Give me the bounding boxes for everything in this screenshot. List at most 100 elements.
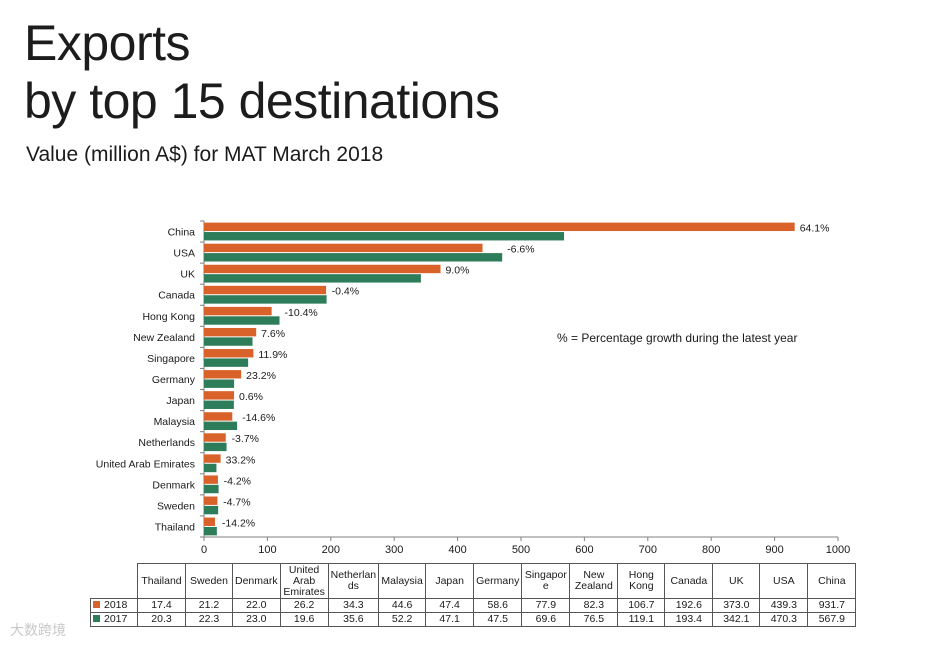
legend-swatch-2017: [93, 615, 100, 622]
legend-label-2018: 2018: [104, 599, 128, 611]
category-label-netherlands: Netherlands: [138, 437, 195, 449]
table-corner: [90, 563, 138, 599]
table-header-germany: Germany: [473, 563, 523, 599]
growth-label-usa: -6.6%: [507, 244, 534, 256]
x-tick-label: 500: [512, 544, 530, 556]
bar-2018-japan: [204, 391, 235, 400]
table-header-hong-kong: Hong Kong: [617, 563, 666, 599]
table-header-japan: Japan: [425, 563, 475, 599]
category-label-uk: UK: [180, 269, 195, 281]
bar-2017-singapore: [204, 358, 249, 367]
bar-2018-thailand: [204, 517, 216, 526]
table-cell-2018-malaysia: 44.6: [378, 598, 427, 613]
category-label-hong-kong: Hong Kong: [142, 311, 195, 323]
bar-2017-japan: [204, 400, 234, 409]
bar-2017-uk: [204, 274, 421, 283]
category-label-new-zealand: New Zealand: [133, 332, 195, 344]
bar-2018-denmark: [204, 475, 218, 484]
growth-label-malaysia: -14.6%: [242, 412, 275, 424]
table-cell-2017-japan: 47.1: [425, 612, 475, 627]
growth-label-canada: -0.4%: [332, 286, 359, 298]
category-label-china: China: [168, 227, 196, 239]
growth-label-china: 64.1%: [800, 223, 830, 235]
category-label-japan: Japan: [166, 395, 195, 407]
table-cell-2018-sweden: 21.2: [185, 598, 233, 613]
bar-2017-hong-kong: [204, 316, 280, 325]
table-cell-2018-thailand: 17.4: [137, 598, 186, 613]
table-header-china: China: [807, 563, 857, 599]
x-tick-label: 1000: [826, 544, 850, 556]
legend-swatch-2018: [93, 601, 100, 608]
table-header-denmark: Denmark: [232, 563, 281, 599]
table-row-2018: 2018 17.4 21.2 22.0 26.2 34.3 44.6 47.4 58.6 77.9…: [90, 598, 857, 613]
table-cell-2018-netherlan-ds: 34.3: [327, 598, 380, 613]
growth-label-uk: 9.0%: [445, 265, 469, 277]
growth-label-sweden: -4.7%: [223, 496, 250, 508]
table-row-2017: 2017 20.3 22.3 23.0 19.6 35.6 52.2 47.1 47.5 69.6…: [90, 612, 857, 627]
table-cell-2017-thailand: 20.3: [137, 612, 186, 627]
x-tick-label: 300: [385, 544, 403, 556]
growth-label-netherlands: -3.7%: [232, 433, 259, 445]
bar-2017-united-arab-emirates: [204, 463, 217, 473]
table-cell-2018-china: 931.7: [807, 598, 857, 613]
table-cell-2018-uk: 373.0: [712, 598, 761, 613]
bar-2018-new-zealand: [204, 327, 257, 337]
bar-chart: 0 100 200 300 400 500 600 700 800 900 1000 China 64.…: [96, 220, 850, 556]
legend-2018: 2018: [90, 598, 138, 613]
watermark: 大数跨境: [10, 622, 66, 638]
table-cell-2018-new-zealand: 82.3: [569, 598, 619, 613]
table-cell-2018-japan: 47.4: [425, 598, 475, 613]
table-cell-2017-netherlan-ds: 35.6: [327, 612, 380, 627]
x-tick-label: 0: [201, 544, 207, 556]
title-line-1: Exports: [24, 15, 191, 71]
bar-2017-malaysia: [204, 421, 238, 431]
x-tick-label: 200: [322, 544, 340, 556]
table-cell-2017-hong-kong: 119.1: [617, 612, 666, 627]
bar-2018-hong-kong: [204, 306, 272, 316]
x-tick-label: 800: [702, 544, 720, 556]
table-cell-2017-germany: 47.5: [473, 612, 523, 627]
growth-label-japan: 0.6%: [239, 391, 263, 403]
category-label-denmark: Denmark: [152, 479, 195, 491]
bar-2018-usa: [204, 243, 483, 253]
category-label-usa: USA: [173, 248, 195, 260]
bar-2017-denmark: [204, 484, 219, 494]
table-header-thailand: Thailand: [137, 563, 186, 599]
category-label-germany: Germany: [152, 374, 196, 386]
table-header-netherlan-ds: Netherlan ds: [327, 563, 380, 599]
table-header-uk: UK: [712, 563, 761, 599]
category-label-canada: Canada: [158, 290, 195, 302]
x-tick-label: 900: [765, 544, 783, 556]
table-cell-2017-malaysia: 52.2: [378, 612, 427, 627]
table-cell-2018-denmark: 22.0: [232, 598, 281, 613]
bar-2017-new-zealand: [204, 337, 253, 346]
growth-label-denmark: -4.2%: [224, 475, 251, 487]
bar-2018-malaysia: [204, 412, 233, 421]
bar-2017-germany: [204, 379, 235, 388]
table-header-sweden: Sweden: [185, 563, 233, 599]
table-cell-2018-united-arab-emirates: 26.2: [279, 598, 329, 613]
data-table: Thailand Sweden Denmark United Arab Emirate…: [90, 563, 857, 627]
table-header-united-arab-emirates: United Arab Emirates: [279, 563, 329, 599]
table-cell-2018-germany: 58.6: [473, 598, 523, 613]
x-tick-label: 400: [448, 544, 466, 556]
bar-2017-canada: [204, 295, 327, 304]
bar-2018-germany: [204, 370, 242, 379]
chart-subtitle: Value (million A$) for MAT March 2018: [26, 143, 384, 166]
category-label-sweden: Sweden: [157, 500, 195, 512]
x-tick-label: 600: [575, 544, 593, 556]
category-label-thailand: Thailand: [155, 521, 195, 533]
table-cell-2017-china: 567.9: [807, 612, 857, 627]
bar-2017-usa: [204, 253, 503, 262]
page-title: Exports by top 15 destinations: [24, 14, 500, 130]
table-cell-2017-canada: 193.4: [664, 612, 714, 627]
bar-2018-sweden: [204, 496, 218, 505]
bar-2018-singapore: [204, 349, 254, 358]
bar-2017-sweden: [204, 505, 219, 515]
growth-label-hong-kong: -10.4%: [285, 307, 318, 319]
x-tick-label: 700: [639, 544, 657, 556]
category-label-singapore: Singapore: [147, 353, 195, 365]
table-cell-2017-sweden: 22.3: [185, 612, 233, 627]
category-label-malaysia: Malaysia: [154, 416, 196, 428]
category-label-united-arab-emirates: United Arab Emirates: [96, 458, 195, 470]
